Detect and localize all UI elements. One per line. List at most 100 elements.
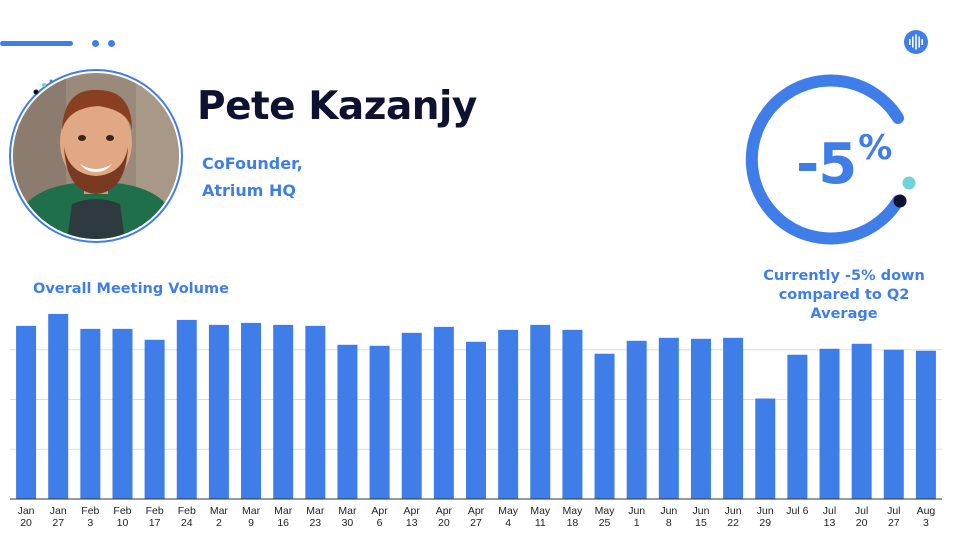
x-tick-label: 20 [20, 517, 32, 529]
x-tick-label: 13 [824, 517, 836, 529]
percent-value: -5 [796, 132, 857, 197]
x-tick-label: 30 [342, 517, 354, 529]
x-tick-label: 6 [377, 517, 383, 529]
x-tick-label: 23 [309, 517, 321, 529]
caption-line-2: compared to Q2 Average [778, 287, 910, 322]
x-tick-label: Jun [660, 505, 677, 517]
x-tick-label: 13 [406, 517, 418, 529]
x-tick-label: 25 [599, 517, 611, 529]
caption-line-1: Currently -5% down [763, 268, 925, 284]
bar [241, 322, 262, 499]
percent-change: -5% [796, 128, 892, 197]
x-tick-label: 11 [535, 517, 546, 529]
x-tick-label: May [595, 505, 616, 517]
x-tick-label: 2 [216, 517, 222, 529]
decorative-dot [108, 40, 115, 47]
bar [144, 339, 165, 499]
x-tick-label: May [498, 505, 519, 517]
x-tick-label: Apr [371, 505, 388, 517]
x-tick-label: 3 [923, 517, 929, 529]
x-tick-label: Apr [404, 505, 421, 517]
x-tick-label: Mar [274, 505, 293, 517]
bar [883, 349, 904, 499]
bar [112, 328, 133, 499]
bar [48, 313, 69, 499]
bar [369, 345, 390, 499]
x-tick-label: 1 [634, 517, 640, 529]
x-tick-label: 3 [87, 517, 93, 529]
x-tick-label: May [562, 505, 583, 517]
x-tick-label: Feb [113, 505, 131, 517]
bar [16, 325, 37, 499]
x-tick-label: 20 [438, 517, 450, 529]
x-tick-label: 17 [149, 517, 161, 529]
bar [819, 348, 840, 499]
bar [337, 344, 358, 499]
x-tick-label: 16 [277, 517, 289, 529]
x-tick-label: Apr [436, 505, 453, 517]
bar [915, 350, 936, 499]
bar [80, 328, 101, 499]
bar [466, 341, 486, 499]
percent-sign: % [858, 128, 893, 168]
bar [530, 324, 551, 499]
x-tick-label: Feb [81, 505, 99, 517]
decorative-line [0, 41, 73, 46]
navy-dot [893, 194, 907, 208]
x-tick-label: 10 [117, 517, 129, 529]
bar [176, 319, 197, 499]
x-tick-label: Jun [692, 505, 709, 517]
bar [208, 324, 229, 499]
bar [755, 398, 776, 499]
decorative-dot [92, 40, 99, 47]
bar [498, 329, 519, 499]
x-tick-label: Mar [338, 505, 357, 517]
x-tick-label: Mar [306, 505, 325, 517]
x-tick-label: Jun [628, 505, 645, 517]
bar [690, 338, 711, 499]
x-tick-label: Jul 6 [786, 505, 808, 517]
x-tick-label: Feb [146, 505, 164, 517]
bar [273, 324, 294, 499]
progress-ring [740, 70, 930, 255]
x-tick-label: Mar [210, 505, 229, 517]
metric-caption: Currently -5% down compared to Q2 Averag… [746, 267, 942, 324]
x-tick-label: 9 [248, 517, 254, 529]
bar [658, 337, 679, 499]
soundwave-logo-icon [904, 30, 928, 54]
x-tick-label: 27 [888, 517, 900, 529]
x-tick-label: 4 [505, 517, 511, 529]
x-tick-label: Feb [178, 505, 196, 517]
x-tick-label: 27 [52, 517, 64, 529]
role-title: CoFounder, [202, 154, 303, 173]
meeting-volume-chart: Jan20Jan27Feb3Feb10Feb17Feb24Mar2Mar9Mar… [10, 313, 942, 529]
role-company: Atrium HQ [202, 181, 297, 200]
bar [851, 343, 872, 499]
x-tick-label: 29 [759, 517, 771, 529]
x-tick-label: Aug [917, 505, 936, 517]
bar [723, 337, 744, 499]
bar [305, 325, 326, 499]
x-tick-label: 20 [856, 517, 868, 529]
x-tick-label: 27 [470, 517, 482, 529]
x-tick-label: Apr [468, 505, 485, 517]
x-tick-label: Mar [242, 505, 261, 517]
avatar [6, 64, 190, 248]
x-tick-label: Jun [757, 505, 774, 517]
x-tick-label: Jul [855, 505, 868, 517]
x-tick-label: Jan [50, 505, 67, 517]
x-tick-label: 15 [695, 517, 707, 529]
x-tick-label: Jun [725, 505, 742, 517]
bar [401, 332, 422, 499]
bar [594, 353, 615, 499]
x-tick-label: Jan [18, 505, 35, 517]
teal-dot [902, 176, 916, 190]
x-tick-label: 22 [727, 517, 739, 529]
person-role: CoFounder, Atrium HQ [202, 150, 303, 204]
bar [433, 326, 454, 499]
bar [626, 340, 647, 499]
bar [787, 354, 808, 499]
x-tick-label: Jul [823, 505, 836, 517]
x-tick-label: May [530, 505, 551, 517]
x-tick-label: 8 [666, 517, 672, 529]
